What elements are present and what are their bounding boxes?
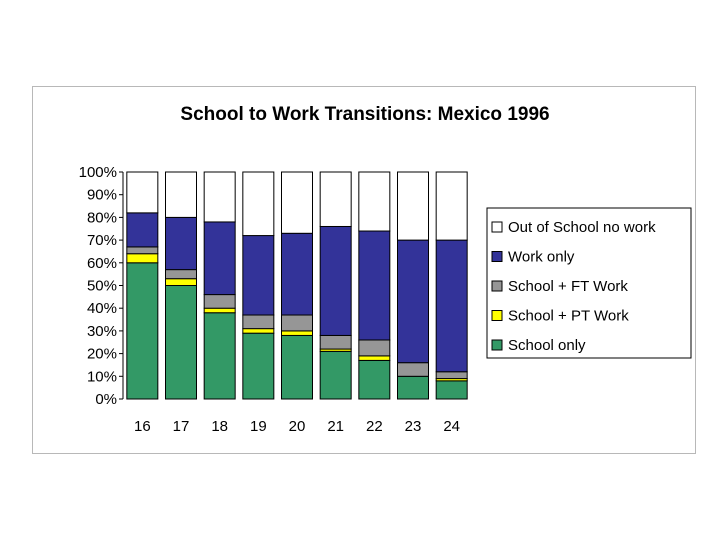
- y-tick-label: 40%: [87, 300, 117, 317]
- bar-segment: [242, 328, 275, 334]
- bar-segment: [319, 350, 352, 400]
- bar-segment: [242, 171, 275, 237]
- legend-label: Out of School no work: [508, 219, 656, 236]
- x-tick-label: 17: [173, 418, 190, 435]
- x-tick-label: 21: [327, 418, 344, 435]
- bar-segment: [435, 371, 468, 380]
- x-tick-label: 20: [289, 418, 306, 435]
- y-tick-label: 80%: [87, 209, 117, 226]
- stacked-bar-chart: School to Work Transitions: Mexico 1996 …: [79, 104, 692, 435]
- legend-swatch: [491, 310, 503, 321]
- bar-segment: [203, 171, 236, 223]
- x-tick-label: 16: [134, 418, 151, 435]
- bars: [126, 171, 468, 400]
- bar-segment: [203, 221, 236, 296]
- bar-segment: [397, 375, 429, 400]
- bar-segment: [203, 312, 236, 400]
- bar-segment: [319, 171, 352, 227]
- bar-segment: [281, 171, 313, 234]
- bar-segment: [126, 171, 159, 214]
- x-tick-label: 23: [405, 418, 422, 435]
- bar-segment: [358, 355, 391, 361]
- bar-segment: [435, 171, 468, 241]
- bar-segment: [242, 314, 275, 330]
- bar-stack-20: [281, 171, 313, 400]
- legend: Out of School no work Work only School + F…: [486, 207, 692, 359]
- bar-stack-18: [203, 171, 236, 400]
- bar-segment: [358, 339, 391, 357]
- bar-segment: [203, 294, 236, 309]
- y-tick-label: 90%: [87, 187, 117, 204]
- bar-segment: [397, 239, 429, 364]
- bar-segment: [358, 171, 391, 232]
- bar-stack-22: [358, 171, 391, 400]
- x-tick-label: 24: [443, 418, 460, 435]
- bar-stack-24: [435, 171, 468, 400]
- x-axis: 16 17 18 19 20 21 22 23 24: [134, 418, 460, 435]
- bar-segment: [319, 334, 352, 350]
- chart-frame: School to Work Transitions: Mexico 1996 …: [32, 86, 696, 454]
- bar-segment: [397, 362, 429, 377]
- y-tick-label: 60%: [87, 255, 117, 272]
- legend-label: School + PT Work: [508, 308, 629, 325]
- legend-swatch: [491, 339, 503, 351]
- y-tick-label: 10%: [87, 368, 117, 385]
- y-tick-label: 100%: [79, 164, 117, 181]
- legend-box: [486, 207, 692, 359]
- y-tick-label: 30%: [87, 323, 117, 340]
- bar-segment: [435, 239, 468, 373]
- y-tick-label: 0%: [95, 391, 117, 408]
- y-tick-label: 50%: [87, 278, 117, 295]
- y-axis: 0% 10% 20% 30% 40% 50% 60% 70% 80% 90% 100%: [79, 164, 124, 408]
- bar-segment: [242, 235, 275, 316]
- bar-segment: [203, 307, 236, 314]
- legend-label: Work only: [508, 249, 575, 266]
- bar-segment: [281, 334, 313, 400]
- bar-segment: [165, 216, 197, 271]
- bar-stack-23: [397, 171, 429, 400]
- bar-segment: [319, 225, 352, 336]
- bar-segment: [165, 171, 197, 218]
- bar-segment: [435, 380, 468, 400]
- x-tick-label: 19: [250, 418, 267, 435]
- bar-segment: [358, 359, 391, 400]
- bar-segment: [281, 232, 313, 316]
- bar-segment: [165, 278, 197, 287]
- bar-segment: [126, 246, 159, 255]
- bar-stack-21: [319, 171, 352, 400]
- x-tick-label: 18: [211, 418, 228, 435]
- legend-swatch: [491, 251, 503, 262]
- y-tick-label: 70%: [87, 232, 117, 249]
- x-tick-label: 22: [366, 418, 383, 435]
- legend-label: School only: [508, 337, 586, 354]
- y-tick-label: 20%: [87, 346, 117, 363]
- bar-stack-16: [126, 171, 159, 400]
- legend-swatch: [491, 280, 503, 292]
- chart-title: School to Work Transitions: Mexico 1996: [180, 104, 549, 125]
- bar-segment: [126, 212, 159, 248]
- bar-segment: [165, 269, 197, 280]
- legend-label: School + FT Work: [508, 278, 628, 295]
- bar-stack-19: [242, 171, 275, 400]
- bar-segment: [242, 332, 275, 400]
- bar-segment: [165, 285, 197, 400]
- bar-segment: [126, 253, 159, 264]
- bar-segment: [126, 262, 159, 400]
- bar-segment: [358, 230, 391, 341]
- bar-segment: [281, 330, 313, 336]
- bar-stack-17: [165, 171, 197, 400]
- bar-segment: [397, 171, 429, 241]
- legend-swatch: [491, 221, 503, 233]
- bar-segment: [281, 314, 313, 332]
